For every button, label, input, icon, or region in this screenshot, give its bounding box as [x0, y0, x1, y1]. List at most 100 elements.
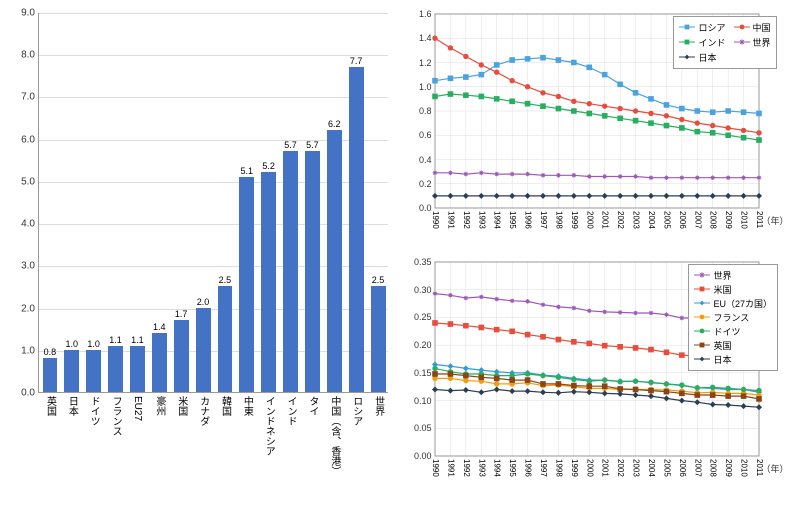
legend-swatch-icon: [679, 22, 695, 34]
series-marker: [695, 129, 700, 134]
line-chart-top: 0.00.20.40.60.81.01.21.41.61990199119921…: [403, 8, 781, 248]
series-marker: [572, 306, 577, 311]
series-marker: [464, 388, 469, 393]
bar-category-label: ドイツ: [86, 396, 101, 426]
series-marker: [603, 378, 607, 382]
bar-category-label: 米国: [174, 396, 189, 416]
series-marker: [603, 384, 608, 389]
line-xtick: 2008: [709, 459, 718, 477]
series-marker: [649, 97, 654, 102]
series-marker: [495, 70, 499, 74]
series-marker: [495, 194, 500, 199]
series-marker: [680, 175, 685, 180]
series-marker: [479, 375, 484, 380]
bar-category-label: EU27: [132, 396, 143, 421]
series-marker: [557, 382, 562, 387]
series-marker: [742, 387, 746, 391]
series-marker: [433, 366, 437, 370]
legend-swatch-icon: [679, 37, 695, 49]
series-marker: [665, 396, 670, 401]
legend-item: 世界: [734, 36, 771, 49]
line-xtick: 2005: [662, 211, 671, 229]
bar-category-label: フランス: [108, 396, 123, 436]
series-marker: [680, 353, 685, 358]
line-xtick: 1999: [570, 459, 579, 477]
series-marker: [449, 322, 454, 327]
series-marker: [510, 373, 514, 377]
series-marker: [665, 114, 669, 118]
line-xtick: 1994: [493, 211, 502, 229]
series-marker: [557, 106, 562, 111]
series-marker: [526, 101, 531, 106]
series-marker: [618, 380, 622, 384]
x-axis-unit-label: （年）: [761, 462, 788, 475]
bar-rect: 1.1: [130, 346, 145, 392]
series-marker: [433, 321, 438, 326]
series-marker: [526, 57, 531, 62]
series-marker: [464, 172, 469, 177]
line-ytick: 0.05: [403, 423, 431, 433]
line-ytick: 0.0: [403, 203, 431, 213]
series-marker: [433, 291, 438, 296]
series-marker: [526, 372, 530, 376]
line-ytick: 0.00: [403, 451, 431, 461]
legend-label: フランス: [713, 311, 749, 324]
series-marker: [649, 194, 654, 199]
line-xtick: 1991: [446, 459, 455, 477]
series-marker: [433, 194, 438, 199]
series-marker: [757, 397, 762, 402]
series-marker: [618, 116, 623, 121]
bar-value-label: 1.7: [175, 309, 188, 319]
series-marker: [680, 126, 685, 131]
line-ytick: 1.6: [403, 9, 431, 19]
bar-value-label: 0.8: [44, 347, 57, 357]
series-marker: [510, 78, 514, 82]
bar-value-label: 5.2: [262, 161, 275, 171]
series-marker: [726, 403, 731, 408]
series-marker: [449, 364, 454, 369]
series-marker: [649, 388, 654, 393]
series-marker: [557, 58, 562, 63]
series-marker: [665, 312, 670, 317]
series-marker: [649, 394, 654, 399]
series-marker: [480, 63, 484, 67]
bar-value-label: 1.0: [66, 339, 79, 349]
series-marker: [557, 391, 562, 396]
bar-value-label: 1.4: [153, 322, 166, 332]
line-xtick: 2004: [647, 459, 656, 477]
line-xtick: 1996: [524, 459, 533, 477]
legend-item: 英国: [694, 339, 772, 352]
series-marker: [665, 175, 670, 180]
line-xtick: 2006: [678, 459, 687, 477]
series-marker: [464, 323, 469, 328]
series-marker: [464, 75, 469, 80]
series-marker: [665, 123, 670, 128]
series-marker: [726, 394, 731, 399]
bar-rect: 1.4: [152, 333, 167, 392]
series-marker: [618, 387, 623, 392]
legend: 世界米国EU（27カ国）フランスドイツ英国日本: [688, 264, 778, 371]
line-xtick: 2007: [693, 459, 702, 477]
line-xtick: 2002: [616, 459, 625, 477]
series-marker: [665, 194, 670, 199]
series-marker: [526, 172, 531, 177]
line-ytick: 1.4: [403, 33, 431, 43]
legend-item: フランス: [694, 311, 772, 324]
series-marker: [726, 126, 730, 130]
bar-value-label: 7.7: [350, 56, 363, 66]
bar-rect: 1.0: [64, 350, 79, 392]
line-chart-bottom: 0.000.050.100.150.200.250.300.3519901991…: [403, 256, 781, 496]
series-marker: [464, 54, 468, 58]
series-marker: [680, 383, 684, 387]
series-marker: [665, 350, 670, 355]
series-marker: [711, 385, 715, 389]
legend-label: 米国: [713, 283, 731, 296]
line-xtick: 2000: [585, 211, 594, 229]
series-marker: [618, 310, 623, 315]
series-marker: [618, 392, 623, 397]
bar-ytick: 0.0: [11, 388, 35, 399]
line-xtick: 1993: [477, 211, 486, 229]
series-marker: [587, 384, 592, 389]
legend-item: 米国: [694, 283, 772, 296]
series-marker: [742, 135, 747, 140]
